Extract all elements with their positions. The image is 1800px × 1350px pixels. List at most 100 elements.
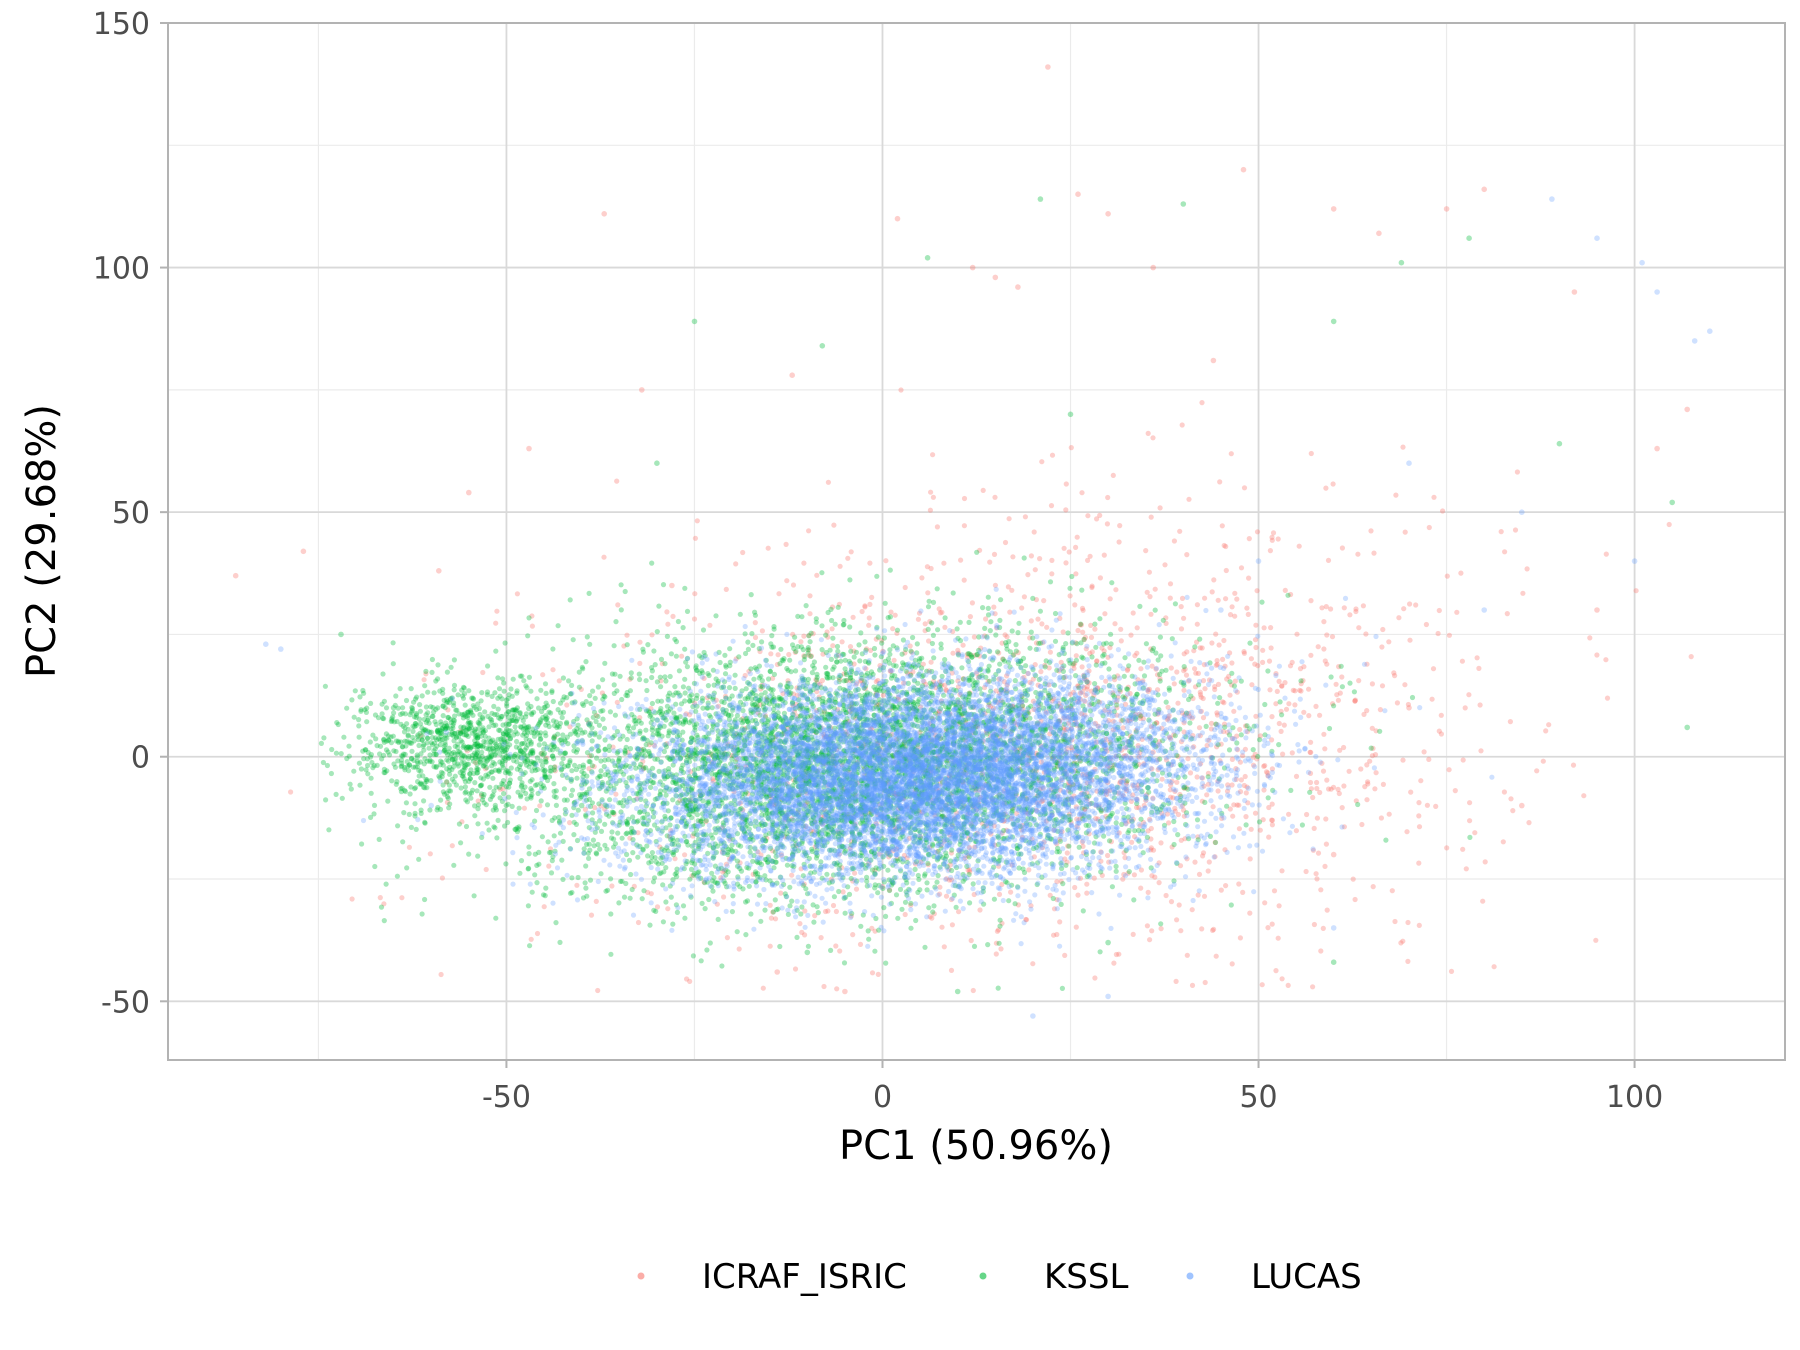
data-point — [1571, 289, 1578, 295]
data-point — [1519, 802, 1525, 809]
data-point — [1462, 705, 1468, 711]
data-point — [1666, 521, 1672, 528]
data-point — [1241, 650, 1247, 656]
data-point — [1084, 881, 1090, 887]
data-point — [1080, 908, 1086, 914]
data-point — [1244, 605, 1250, 611]
data-point — [849, 701, 855, 707]
data-point — [370, 732, 376, 738]
data-point — [1068, 445, 1074, 451]
data-point — [1060, 629, 1066, 635]
data-point — [1172, 808, 1178, 814]
data-point — [1212, 686, 1218, 693]
data-point — [972, 652, 978, 658]
data-point — [1254, 529, 1261, 535]
data-point — [1051, 932, 1057, 938]
data-point — [1016, 620, 1022, 626]
data-point — [961, 767, 967, 773]
data-point — [1181, 687, 1187, 693]
data-point — [645, 642, 651, 648]
data-point — [1281, 722, 1287, 728]
data-point — [1172, 601, 1178, 607]
data-point — [1096, 699, 1103, 705]
data-point — [899, 906, 905, 912]
data-point — [691, 616, 698, 622]
data-point — [664, 633, 671, 640]
data-point — [1197, 692, 1204, 698]
data-point — [636, 671, 642, 677]
data-point — [582, 880, 588, 886]
data-point — [1080, 607, 1086, 613]
data-point — [767, 943, 773, 949]
data-point — [984, 727, 990, 733]
data-point — [1035, 682, 1041, 688]
data-point — [1196, 871, 1203, 878]
data-point — [1008, 889, 1014, 895]
data-point — [839, 639, 845, 645]
data-point — [680, 903, 687, 909]
data-point — [1431, 494, 1437, 500]
data-point — [985, 942, 991, 948]
data-point — [1581, 793, 1587, 799]
data-point — [993, 951, 999, 957]
data-point — [1426, 524, 1432, 531]
data-point — [805, 645, 811, 651]
data-point — [566, 678, 572, 684]
data-point — [778, 852, 785, 858]
data-point — [1028, 618, 1034, 624]
data-point — [1315, 850, 1322, 856]
data-point — [1290, 687, 1296, 693]
data-point — [1306, 713, 1312, 719]
data-point — [1004, 688, 1010, 694]
data-point — [1407, 601, 1413, 607]
data-point — [656, 603, 662, 609]
data-point — [679, 653, 685, 659]
data-point — [588, 700, 594, 707]
data-point — [1216, 642, 1222, 648]
data-point — [854, 780, 860, 786]
data-point — [1243, 814, 1249, 820]
data-point — [1015, 736, 1021, 742]
data-point — [887, 567, 893, 573]
data-point — [479, 690, 485, 696]
data-point — [618, 607, 624, 613]
data-point — [1329, 634, 1336, 640]
data-point — [1138, 816, 1144, 822]
data-point — [680, 684, 687, 690]
data-point — [1454, 609, 1460, 615]
data-point — [774, 969, 780, 975]
data-point — [1383, 837, 1389, 843]
data-point — [1223, 596, 1229, 602]
data-point — [832, 621, 838, 627]
data-point — [1253, 644, 1259, 651]
data-point — [587, 753, 593, 759]
data-point — [938, 645, 944, 651]
data-point — [842, 988, 848, 995]
data-point — [1201, 893, 1208, 899]
data-point — [1333, 681, 1339, 687]
data-point — [1184, 552, 1190, 558]
data-point — [1153, 720, 1160, 726]
data-point — [423, 668, 429, 675]
data-point — [1148, 514, 1154, 520]
data-point — [616, 900, 622, 906]
data-point — [1189, 982, 1196, 989]
data-point — [611, 682, 617, 688]
data-point — [533, 807, 540, 814]
data-point — [654, 629, 660, 635]
series-icraf_isric — [232, 64, 1694, 995]
data-point — [1282, 680, 1288, 686]
data-point — [1175, 811, 1181, 818]
data-point — [1158, 921, 1164, 927]
data-point — [913, 787, 919, 793]
data-point — [879, 640, 885, 646]
data-point — [993, 632, 999, 638]
data-point — [425, 689, 431, 695]
data-point — [1234, 802, 1240, 808]
data-point — [1031, 706, 1037, 713]
data-point — [1228, 902, 1234, 908]
data-point — [1346, 768, 1352, 774]
data-point — [1294, 631, 1300, 637]
data-point — [740, 549, 746, 556]
data-point — [1323, 841, 1329, 847]
